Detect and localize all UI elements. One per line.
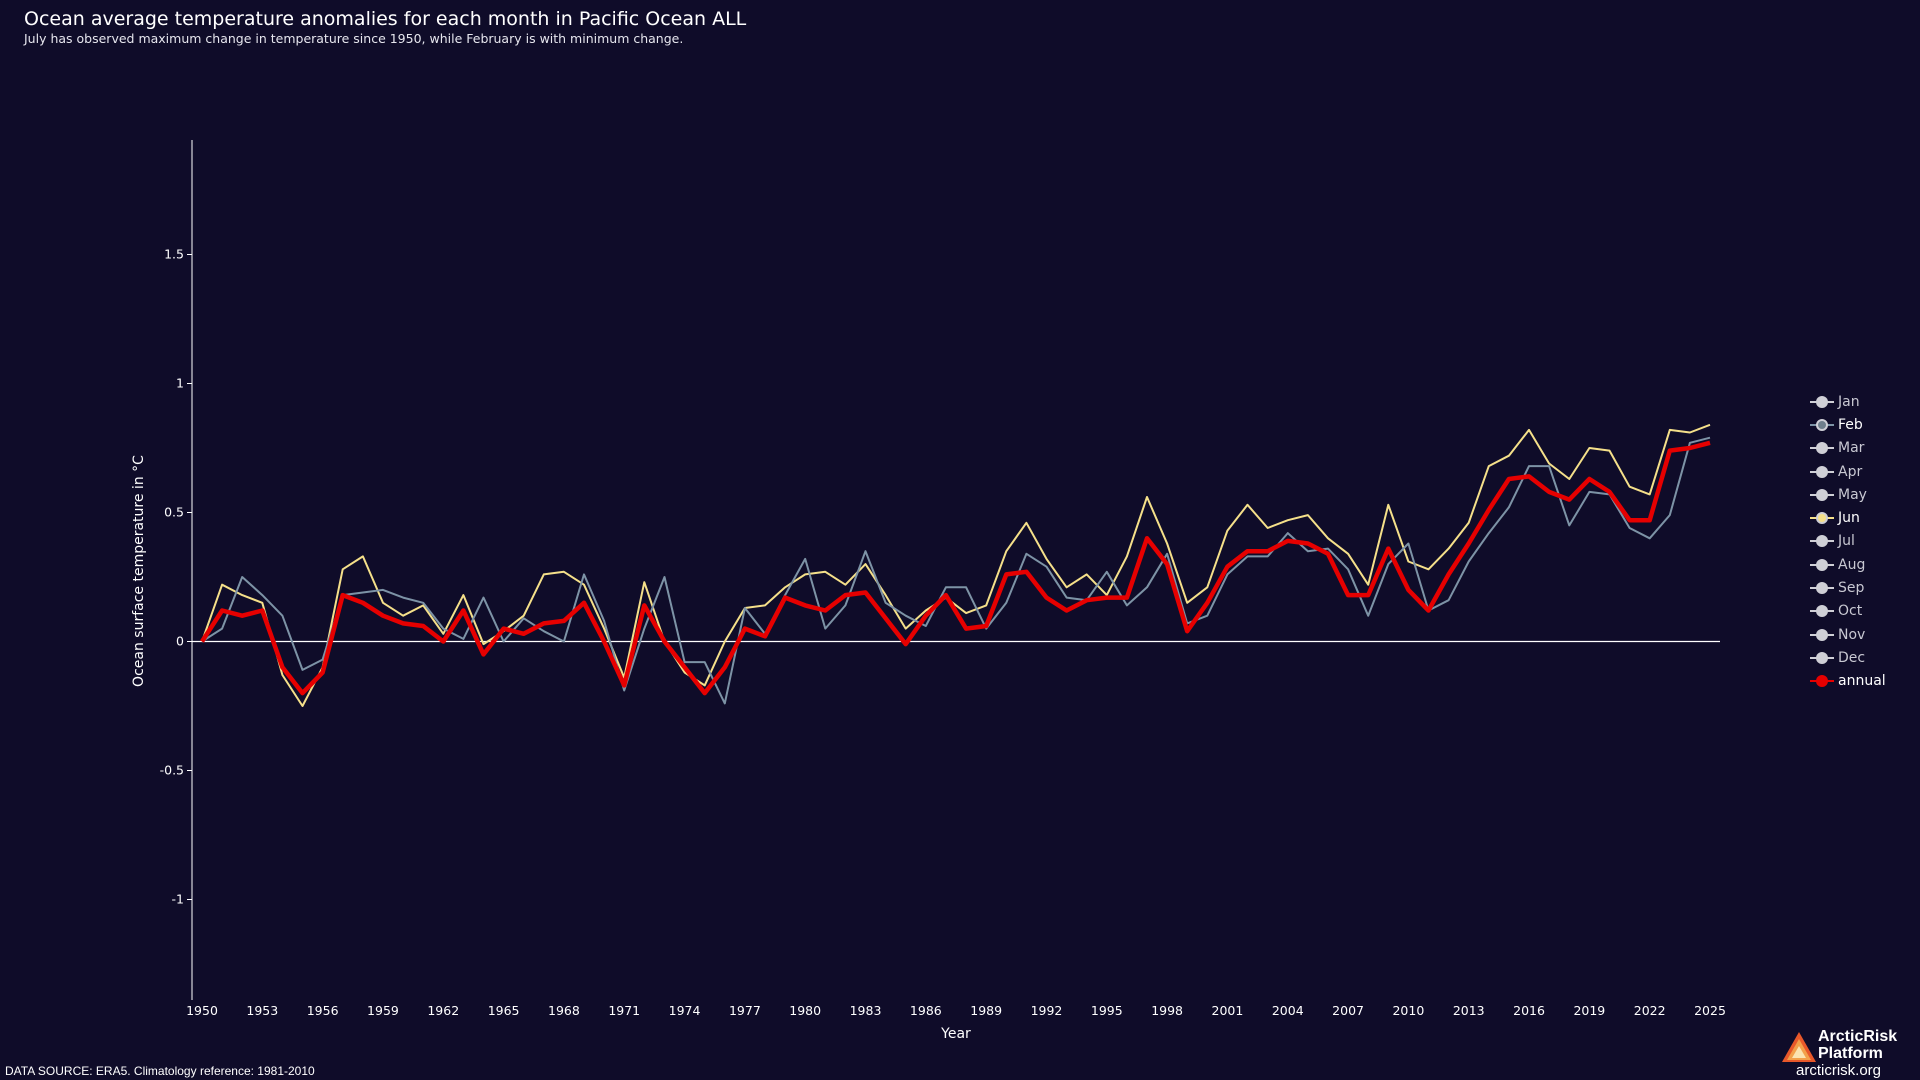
legend-item-sep[interactable]: Sep	[1810, 576, 1886, 599]
legend-item-oct[interactable]: Oct	[1810, 600, 1886, 623]
series-annual	[200, 440, 1711, 696]
x-tick-label: 2025	[1694, 1003, 1726, 1018]
legend-item-dec[interactable]: Dec	[1810, 646, 1886, 669]
y-tick-label: -0.5	[160, 763, 184, 778]
data-source-note: DATA SOURCE: ERA5. Climatology reference…	[5, 1064, 315, 1078]
x-tick-label: 2001	[1212, 1003, 1244, 1018]
legend-marker-icon	[1810, 488, 1834, 501]
legend-marker-icon	[1810, 418, 1834, 431]
legend-label: Dec	[1838, 649, 1866, 666]
logo-text: ArcticRisk Platform	[1818, 1028, 1897, 1062]
legend-marker-icon	[1810, 442, 1834, 455]
x-tick-label: 1956	[307, 1003, 339, 1018]
legend-label: Jul	[1838, 533, 1855, 550]
logo-line-2: Platform	[1818, 1045, 1883, 1062]
y-tick-label: 0	[176, 634, 184, 649]
y-tick-label: 1	[176, 376, 184, 391]
x-tick-label: 1950	[186, 1003, 218, 1018]
y-axis-ticks: -1 -0.5 0 0.5 1 1.5	[160, 247, 192, 907]
legend-label: May	[1838, 486, 1867, 503]
chart-title: Ocean average temperature anomalies for …	[24, 8, 747, 30]
legend-label: annual	[1838, 673, 1886, 690]
x-tick-label: 1995	[1091, 1003, 1123, 1018]
legend-label: Mar	[1838, 440, 1865, 457]
legend-item-apr[interactable]: Apr	[1810, 460, 1886, 483]
legend-label: Feb	[1838, 416, 1863, 433]
x-axis-ticks: 1950 1953 1956 1959 1962 1965 1968 1971 1974 1977…	[186, 1003, 1726, 1018]
x-tick-label: 1953	[246, 1003, 278, 1018]
x-tick-label: 2013	[1453, 1003, 1485, 1018]
legend-label: Oct	[1838, 603, 1863, 620]
legend-marker-icon	[1810, 465, 1834, 478]
x-tick-label: 1980	[789, 1003, 821, 1018]
x-tick-label: 2019	[1573, 1003, 1605, 1018]
chart-legend: Jan Feb Mar Apr May Jun Jul Aug Sep Oct Nov Dec annu…	[1810, 390, 1886, 693]
logo-triangle-icon	[1782, 1032, 1816, 1062]
legend-item-jan[interactable]: Jan	[1810, 390, 1886, 413]
series-feb	[201, 436, 1711, 705]
legend-marker-icon	[1810, 628, 1834, 641]
x-tick-label: 1968	[548, 1003, 580, 1018]
x-tick-label: 2007	[1332, 1003, 1364, 1018]
x-tick-label: 1965	[488, 1003, 520, 1018]
x-tick-label: 1986	[910, 1003, 942, 1018]
legend-label: Jun	[1838, 510, 1860, 527]
arcticrisk-logo[interactable]: ArcticRisk Platform arcticrisk.org	[1778, 1028, 1918, 1079]
y-tick-label: -1	[172, 892, 184, 907]
y-tick-label: 0.5	[164, 505, 184, 520]
legend-marker-icon	[1810, 651, 1834, 664]
series-line-jun	[201, 423, 1711, 707]
x-tick-label: 1989	[970, 1003, 1002, 1018]
legend-label: Jan	[1838, 393, 1860, 410]
legend-marker-icon	[1810, 535, 1834, 548]
y-axis-label: Ocean surface temperature in °C	[131, 455, 147, 687]
x-axis-label: Year	[940, 1026, 971, 1042]
x-tick-label: 2022	[1634, 1003, 1666, 1018]
legend-label: Sep	[1838, 580, 1865, 597]
legend-item-aug[interactable]: Aug	[1810, 553, 1886, 576]
legend-marker-icon	[1810, 395, 1834, 408]
x-tick-label: 2004	[1272, 1003, 1304, 1018]
legend-item-nov[interactable]: Nov	[1810, 623, 1886, 646]
legend-label: Nov	[1838, 626, 1866, 643]
series-lines	[200, 423, 1711, 707]
legend-item-may[interactable]: May	[1810, 483, 1886, 506]
x-tick-label: 1971	[608, 1003, 640, 1018]
legend-item-mar[interactable]: Mar	[1810, 437, 1886, 460]
x-tick-label: 1974	[669, 1003, 701, 1018]
x-tick-label: 1983	[850, 1003, 882, 1018]
x-tick-label: 2010	[1392, 1003, 1424, 1018]
x-tick-label: 1962	[427, 1003, 459, 1018]
logo-url[interactable]: arcticrisk.org	[1796, 1062, 1882, 1079]
y-tick-label: 1.5	[164, 247, 184, 262]
legend-marker-icon	[1810, 512, 1834, 525]
legend-marker-icon	[1810, 582, 1834, 595]
series-line-feb	[201, 436, 1711, 705]
legend-item-jul[interactable]: Jul	[1810, 530, 1886, 553]
series-jun	[201, 423, 1711, 707]
legend-item-feb[interactable]: Feb	[1810, 413, 1886, 436]
x-tick-label: 1977	[729, 1003, 761, 1018]
legend-marker-icon	[1810, 605, 1834, 618]
legend-label: Aug	[1838, 556, 1866, 573]
legend-marker-icon	[1810, 558, 1834, 571]
chart-subtitle: July has observed maximum change in temp…	[24, 31, 684, 46]
legend-marker-icon	[1810, 675, 1834, 688]
legend-item-annual[interactable]: annual	[1810, 670, 1886, 693]
legend-label: Apr	[1838, 463, 1863, 480]
x-tick-label: 1959	[367, 1003, 399, 1018]
logo-line-1: ArcticRisk	[1818, 1028, 1898, 1045]
legend-item-jun[interactable]: Jun	[1810, 506, 1886, 529]
x-tick-label: 1998	[1151, 1003, 1183, 1018]
x-tick-label: 2016	[1513, 1003, 1545, 1018]
x-tick-label: 1992	[1031, 1003, 1063, 1018]
series-line-annual	[200, 440, 1711, 696]
